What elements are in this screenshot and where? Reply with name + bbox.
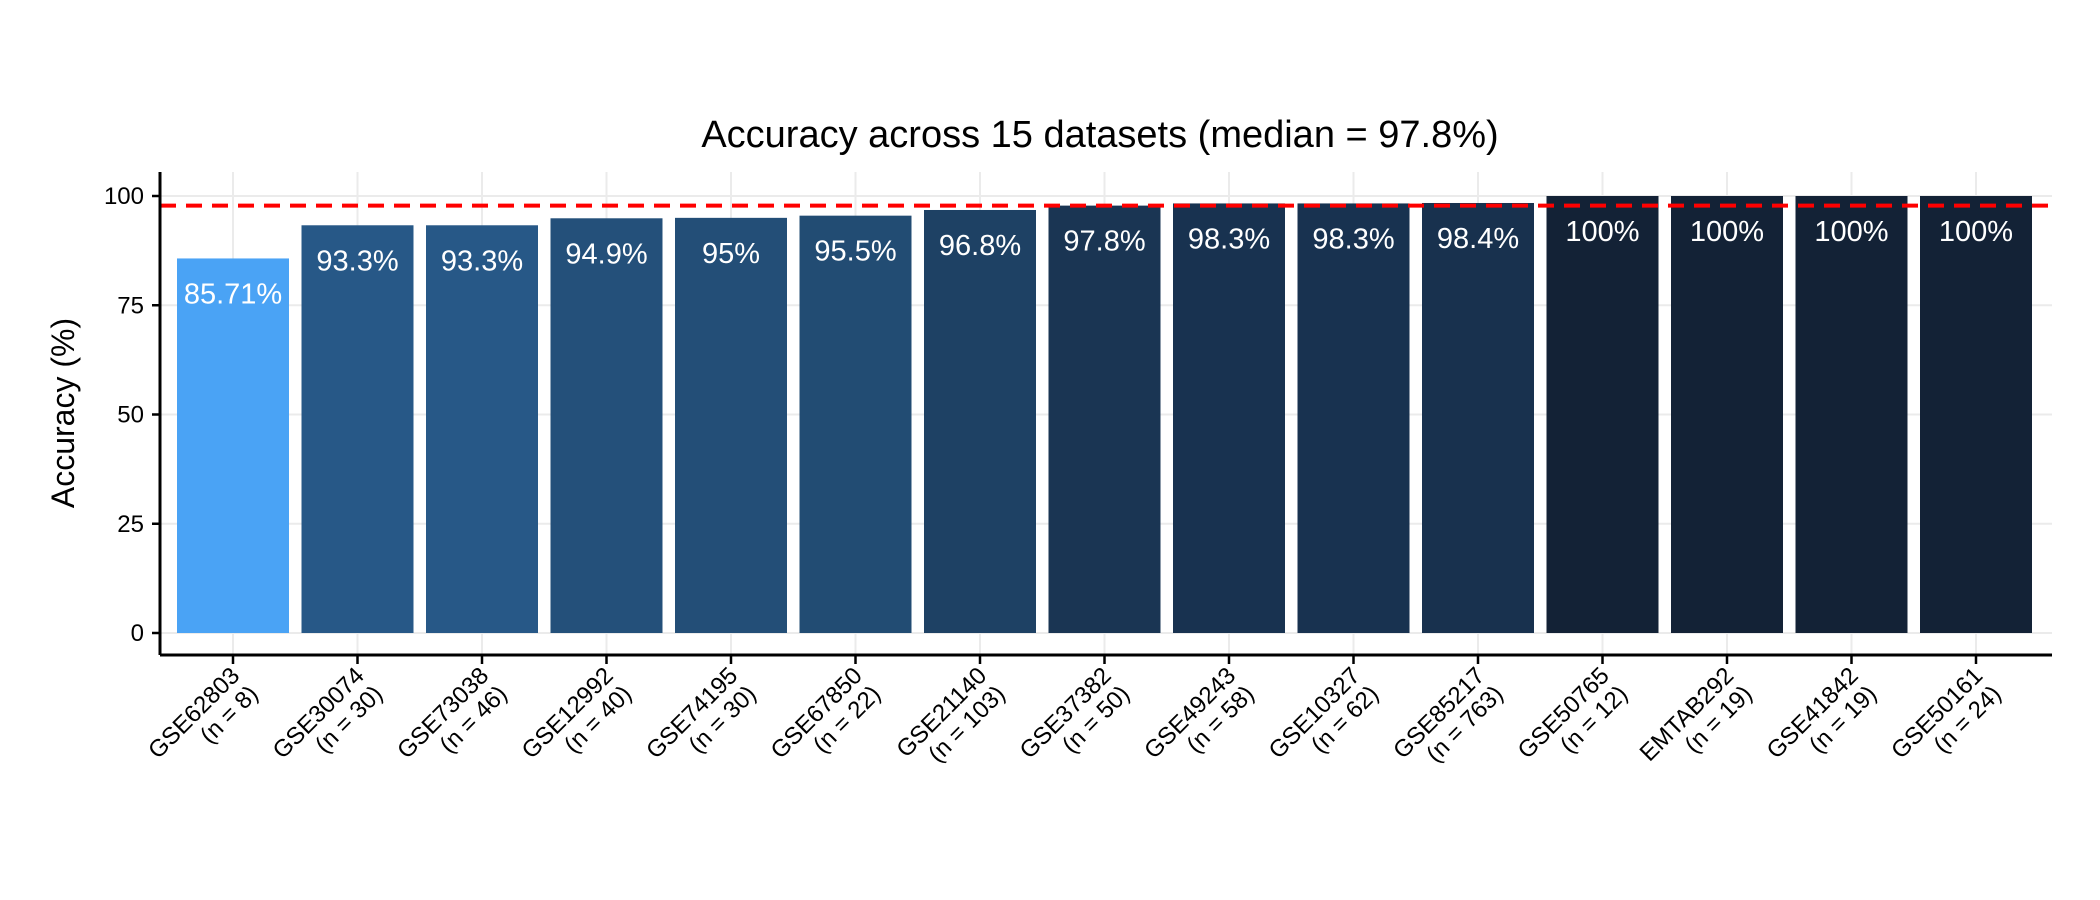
bar-value-label-4: 95% (702, 238, 760, 270)
chart-title: Accuracy across 15 datasets (median = 97… (701, 114, 1498, 156)
y-tick-label-75: 75 (117, 292, 144, 319)
x-tick-label-emtab292: EMTAB292(n = 19) (1635, 662, 1758, 785)
bar-value-label-0: 85.71% (184, 278, 282, 310)
bar-gse30074 (301, 225, 414, 634)
x-tick-label-gse62803: GSE62803(n = 8) (143, 662, 264, 783)
bars-layer (177, 196, 2032, 634)
bar-value-label-5: 95.5% (814, 236, 896, 268)
x-tick-label-gse41842: GSE41842(n = 19) (1762, 662, 1883, 783)
bar-value-label-13: 100% (1814, 216, 1888, 248)
x-tick-label-gse73038: GSE73038(n = 46) (392, 662, 513, 783)
y-axis-label: Accuracy (%) (45, 318, 81, 508)
x-tick-label-gse85217: GSE85217(n = 763) (1388, 662, 1509, 783)
y-tick-label-0: 0 (131, 620, 144, 647)
y-tick-label-25: 25 (117, 511, 144, 538)
x-tick-label-gse12992: GSE12992(n = 40) (517, 662, 638, 783)
bar-value-label-9: 98.3% (1312, 223, 1394, 255)
bar-gse41842 (1795, 196, 1908, 633)
bar-gse10327 (1297, 203, 1410, 633)
bar-gse21140 (924, 209, 1036, 633)
bar-value-label-2: 93.3% (441, 245, 523, 277)
x-tick-label-gse37382: GSE37382(n = 50) (1015, 662, 1136, 783)
x-tick-label-gse21140: GSE21140(n = 103) (891, 662, 1010, 781)
bar-gse62803 (177, 258, 289, 633)
bar-gse73038 (426, 225, 538, 634)
x-tick-label-gse30074: GSE30074(n = 30) (268, 662, 389, 783)
bar-emtab292 (1671, 196, 1783, 633)
bar-gse50765 (1546, 196, 1659, 633)
bar-value-label-11: 100% (1565, 216, 1639, 248)
x-tick-label-gse50765: GSE50765(n = 12) (1513, 662, 1634, 783)
x-tick-label-gse74195: GSE74195(n = 30) (641, 662, 762, 783)
x-tick-label-gse10327: GSE10327(n = 62) (1264, 662, 1385, 783)
bar-value-label-8: 98.3% (1188, 223, 1270, 255)
bar-gse49243 (1173, 203, 1285, 633)
bar-gse37382 (1048, 205, 1161, 633)
bar-value-label-1: 93.3% (316, 245, 398, 277)
x-tick-label-gse67850: GSE67850(n = 22) (766, 662, 887, 783)
bar-gse12992 (550, 218, 663, 634)
bar-gse50161 (1920, 196, 2032, 633)
y-tick-label-100: 100 (104, 183, 144, 210)
bar-value-label-3: 94.9% (565, 238, 647, 270)
x-tick-label-gse50161: GSE50161(n = 24) (1886, 662, 2007, 783)
bar-value-label-7: 97.8% (1063, 226, 1145, 258)
x-tick-label-gse49243: GSE49243(n = 58) (1139, 662, 1260, 783)
bar-gse85217 (1422, 202, 1534, 633)
axes-layer (152, 172, 2052, 664)
bar-value-label-10: 98.4% (1437, 223, 1519, 255)
bar-value-label-12: 100% (1690, 216, 1764, 248)
bar-value-label-14: 100% (1939, 216, 2013, 248)
y-tick-label-50: 50 (117, 402, 144, 429)
bar-value-label-6: 96.8% (939, 230, 1021, 262)
bar-gse67850 (799, 215, 912, 634)
bar-gse74195 (675, 217, 787, 633)
